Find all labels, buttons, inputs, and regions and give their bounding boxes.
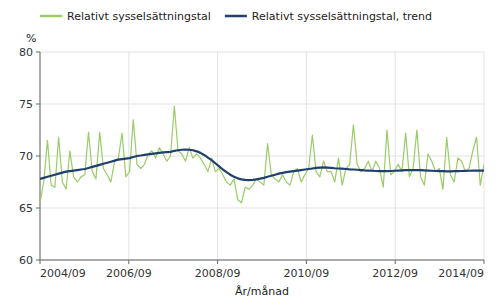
axes: 60 65 70 75 80 2004/09 2006/09 2008/09 2010/09 20… — [19, 46, 484, 280]
tick-label-y: 80 — [19, 46, 33, 59]
grid-line-x — [306, 52, 307, 260]
series-line — [40, 150, 484, 181]
tick-y — [36, 208, 40, 209]
legend: Relativt sysselsättningstal Relativt syss… — [40, 10, 432, 23]
series-line — [40, 106, 484, 203]
tick-label-x: 2006/09 — [106, 267, 152, 280]
tick-label-x: 2008/09 — [195, 267, 241, 280]
grid-line-y — [40, 52, 484, 53]
tick-x — [395, 260, 396, 264]
tick-label-x: 2012/09 — [372, 267, 418, 280]
grid-line-y — [40, 208, 484, 209]
grid-line-x — [484, 52, 485, 260]
tick-label-y: 60 — [19, 254, 33, 267]
series-group — [40, 106, 484, 203]
grid — [40, 52, 484, 260]
tick-x — [484, 260, 485, 264]
grid-line-y — [40, 260, 484, 261]
tick-label-y: 65 — [19, 202, 33, 215]
tick-label-x: 2004/09 — [40, 267, 86, 280]
tick-label-y: 75 — [19, 98, 33, 111]
grid-line-y — [40, 104, 484, 105]
grid-line-x — [40, 52, 41, 260]
tick-x — [40, 260, 41, 264]
tick-label-x: 2014/09 — [438, 267, 484, 280]
tick-x — [128, 260, 129, 264]
legend-swatch — [225, 15, 247, 18]
tick-y — [36, 260, 40, 261]
tick-x — [306, 260, 307, 264]
legend-swatch — [40, 15, 62, 18]
y-axis-line — [40, 52, 41, 260]
legend-label: Relativt sysselsättningstal, trend — [252, 10, 432, 23]
grid-line-y — [40, 156, 484, 157]
grid-line-x — [395, 52, 396, 260]
grid-line-x — [128, 52, 129, 260]
tick-y — [36, 104, 40, 105]
tick-y — [36, 52, 40, 53]
tick-label-y: 70 — [19, 150, 33, 163]
tick-y — [36, 156, 40, 157]
x-axis-label: År/månad — [235, 285, 289, 298]
grid-line-x — [217, 52, 218, 260]
legend-label: Relativt sysselsättningstal — [67, 10, 211, 23]
tick-x — [217, 260, 218, 264]
y-axis-label: % — [26, 32, 36, 45]
tick-label-x: 2010/09 — [284, 267, 330, 280]
chart: 60 65 70 75 80 2004/09 2006/09 2008/09 2010/09 20… — [0, 0, 496, 307]
x-axis-line — [40, 260, 484, 261]
